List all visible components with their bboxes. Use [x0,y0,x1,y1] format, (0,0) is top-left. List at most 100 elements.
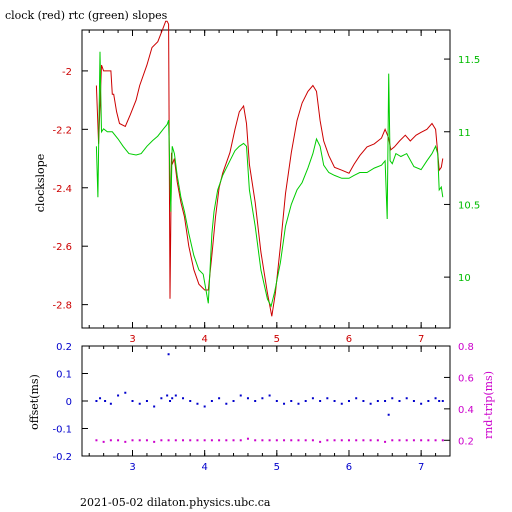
data-point [326,439,329,442]
data-point [355,439,358,442]
data-point [434,397,437,400]
data-point [311,397,314,400]
data-point [268,439,271,442]
data-point [333,439,336,442]
data-point [311,439,314,442]
plot-frame [81,345,451,457]
data-point [405,439,408,442]
y-tick-label: -2.6 [52,242,72,253]
data-point [104,400,107,402]
data-point [138,439,141,442]
data-point [275,439,278,442]
data-point [218,439,221,442]
data-point [171,397,174,400]
data-point [290,439,293,442]
data-point [275,400,278,402]
data-point [182,439,185,442]
data-point [340,402,343,405]
data-point [160,397,163,400]
data-point [369,402,372,405]
data-point [441,439,444,442]
x-tick-label: 4 [201,334,207,345]
data-point [210,400,213,402]
series-line [95,51,444,308]
x-tick-label: 7 [418,462,424,473]
data-point [145,439,148,442]
data-point [246,437,249,440]
data-point [427,400,430,402]
data-point [254,439,257,442]
data-point [319,440,322,443]
data-point [99,397,102,400]
data-point [182,397,185,400]
x-tick-label: 6 [346,334,352,345]
data-point [189,400,192,402]
x-tick-label: 6 [346,462,352,473]
y-tick-label: -0.2 [52,452,72,463]
data-point [376,400,379,402]
data-point [347,400,350,402]
data-point [225,402,228,405]
data-point [355,397,358,400]
data-point [131,439,134,442]
y2-tick-label: 0.8 [458,342,474,353]
data-point [210,439,213,442]
data-point [145,400,148,402]
data-point [376,439,379,442]
data-point [333,400,336,402]
y-tick-label: 0.1 [56,370,72,381]
y-tick-label: -2.8 [52,301,72,312]
y2-tick-label: 11 [458,128,471,139]
data-point [189,439,192,442]
data-point [196,402,199,405]
data-point [166,394,169,397]
bottom-y2label: rnd-trip(ms) [482,371,495,439]
footer-text: 2021-05-02 dilaton.physics.ubc.ca [80,496,271,509]
data-point [196,439,199,442]
y-tick-label: 0.2 [56,342,72,353]
data-point [174,394,177,397]
y2-tick-label: 10 [458,273,471,284]
plot-frame [81,29,451,329]
data-point [297,402,300,405]
data-point [369,439,372,442]
data-point [232,400,235,402]
chart-title: clock (red) rtc (green) slopes [5,9,168,22]
y2-tick-label: 10.5 [458,200,480,211]
data-point [438,400,441,402]
x-tick-label: 5 [274,334,280,345]
data-point [441,400,444,402]
data-point [169,400,172,402]
data-point [412,439,415,442]
data-point [246,397,249,400]
data-point [405,397,408,400]
data-point [239,394,242,397]
data-point [167,353,170,356]
y-tick-label: -2.4 [52,184,72,195]
data-point [117,439,120,442]
data-point [261,397,264,400]
data-point [283,439,286,442]
data-point [434,439,437,442]
data-point [304,439,307,442]
data-point [124,391,127,394]
data-point [153,405,156,408]
data-point [95,400,98,402]
bottom-ylabel: offset(ms) [28,374,41,430]
data-point [362,439,365,442]
data-point [102,440,105,443]
data-point [362,400,365,402]
y2-tick-label: 11.5 [458,55,480,66]
data-point [261,439,264,442]
data-point [203,439,206,442]
data-point [412,400,415,402]
data-point [218,397,221,400]
data-point [319,400,322,402]
data-point [232,439,235,442]
data-point [304,400,307,402]
x-tick-label: 7 [418,334,424,345]
x-tick-label: 3 [129,462,135,473]
data-point [174,439,177,442]
y2-tick-label: 0.6 [458,373,474,384]
